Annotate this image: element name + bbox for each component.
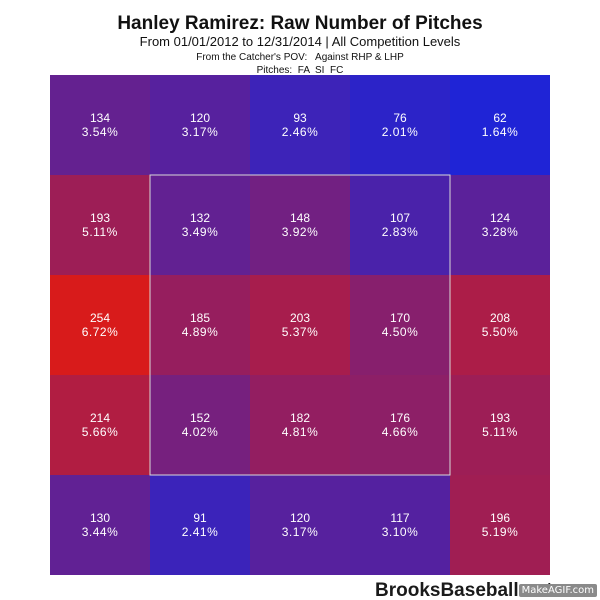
cell-count-label-r4-c1: 91 [193,511,207,525]
heatmap-labels: 1343.54%1203.17%932.46%762.01%621.64%193… [82,111,519,539]
cell-percent-label-r3-c3: 4.66% [382,425,419,439]
cell-count-label-r2-c3: 170 [390,311,410,325]
cell-count-label-r4-c2: 120 [290,511,310,525]
chart-title: Hanley Ramirez: Raw Number of Pitches [117,13,482,34]
heatmap-cell-r0-c4 [450,75,550,175]
cell-percent-label-r2-c3: 4.50% [382,325,419,339]
watermark: BrooksBaseball.net [375,580,553,600]
cell-percent-label-r2-c1: 4.89% [182,325,219,339]
heatmap-cell-r2-c2 [250,275,350,375]
cell-count-label-r3-c1: 152 [190,411,210,425]
cell-percent-label-r2-c4: 5.50% [482,325,519,339]
cell-count-label-r0-c4: 62 [493,111,507,125]
heatmap-cell-r0-c2 [250,75,350,175]
cell-count-label-r3-c3: 176 [390,411,410,425]
heatmap-cell-r4-c1 [150,475,250,575]
heatmap-cell-r0-c3 [350,75,450,175]
cell-percent-label-r3-c4: 5.11% [482,425,518,439]
cell-percent-label-r0-c2: 2.46% [282,125,319,139]
heatmap-cell-r0-c0 [50,75,150,175]
cell-percent-label-r2-c0: 6.72% [82,325,119,339]
heatmap-cell-r2-c1 [150,275,250,375]
cell-percent-label-r4-c4: 5.19% [482,525,519,539]
cell-count-label-r4-c3: 117 [390,511,409,525]
heatmap-cell-r4-c4 [450,475,550,575]
cell-percent-label-r1-c2: 3.92% [282,225,319,239]
heatmap-cell-r3-c0 [50,375,150,475]
cell-count-label-r0-c0: 134 [90,111,110,125]
makeagif-badge: MakeAGIF.com [518,584,597,597]
cell-count-label-r2-c4: 208 [490,311,510,325]
cell-percent-label-r1-c4: 3.28% [482,225,519,239]
cell-count-label-r1-c2: 148 [290,211,310,225]
chart-subtitle: From 01/01/2012 to 12/31/2014 | All Comp… [140,34,461,49]
cell-count-label-r4-c0: 130 [90,511,110,525]
heatmap-cell-r3-c3 [350,375,450,475]
heatmap-cell-r3-c2 [250,375,350,475]
cell-percent-label-r1-c0: 5.11% [82,225,118,239]
cell-percent-label-r1-c1: 3.49% [182,225,219,239]
cell-percent-label-r4-c2: 3.17% [282,525,319,539]
heatmap-cell-r1-c2 [250,175,350,275]
cell-count-label-r0-c3: 76 [393,111,407,125]
cell-percent-label-r0-c1: 3.17% [182,125,219,139]
heatmap-cell-r4-c3 [350,475,450,575]
cell-percent-label-r3-c2: 4.81% [282,425,319,439]
cell-percent-label-r0-c0: 3.54% [82,125,119,139]
cell-percent-label-r3-c0: 5.66% [82,425,119,439]
cell-percent-label-r0-c3: 2.01% [382,125,419,139]
cell-count-label-r3-c2: 182 [290,411,310,425]
strike-zone-box [149,174,451,476]
cell-percent-label-r3-c1: 4.02% [182,425,219,439]
cell-count-label-r1-c4: 124 [490,211,510,225]
cell-count-label-r1-c1: 132 [190,211,210,225]
cell-count-label-r1-c0: 193 [90,211,110,225]
heatmap-cell-r1-c1 [150,175,250,275]
heatmap-cell-r4-c0 [50,475,150,575]
heatmap-cell-r1-c4 [450,175,550,275]
cell-count-label-r0-c2: 93 [293,111,307,125]
heatmap-cell-r1-c3 [350,175,450,275]
cell-percent-label-r0-c4: 1.64% [482,125,519,139]
cell-count-label-r1-c3: 107 [390,211,410,225]
chart-note-pitches: Pitches: FA SI FC [257,65,344,76]
heatmap-cell-r2-c0 [50,275,150,375]
heatmap-cell-r3-c4 [450,375,550,475]
cell-percent-label-r4-c3: 3.10% [382,525,419,539]
heatmap-cell-r2-c4 [450,275,550,375]
cell-count-label-r4-c4: 196 [490,511,510,525]
cell-count-label-r2-c1: 185 [190,311,210,325]
chart-note-pov: From the Catcher's POV: Against RHP & LH… [196,52,404,63]
heatmap-cell-r2-c3 [350,275,450,375]
heatmap-cell-r1-c0 [50,175,150,275]
cell-count-label-r0-c1: 120 [190,111,210,125]
cell-percent-label-r4-c1: 2.41% [182,525,219,539]
cell-percent-label-r2-c2: 5.37% [282,325,319,339]
heatmap-cell-r0-c1 [150,75,250,175]
cell-count-label-r3-c0: 214 [90,411,110,425]
cell-percent-label-r1-c3: 2.83% [382,225,419,239]
cell-count-label-r2-c0: 254 [90,311,110,325]
cell-count-label-r2-c2: 203 [290,311,310,325]
heatmap-cell-r3-c1 [150,375,250,475]
cell-count-label-r3-c4: 193 [490,411,510,425]
heatmap-cell-r4-c2 [250,475,350,575]
heatmap-cells [50,75,550,575]
cell-percent-label-r4-c0: 3.44% [82,525,119,539]
